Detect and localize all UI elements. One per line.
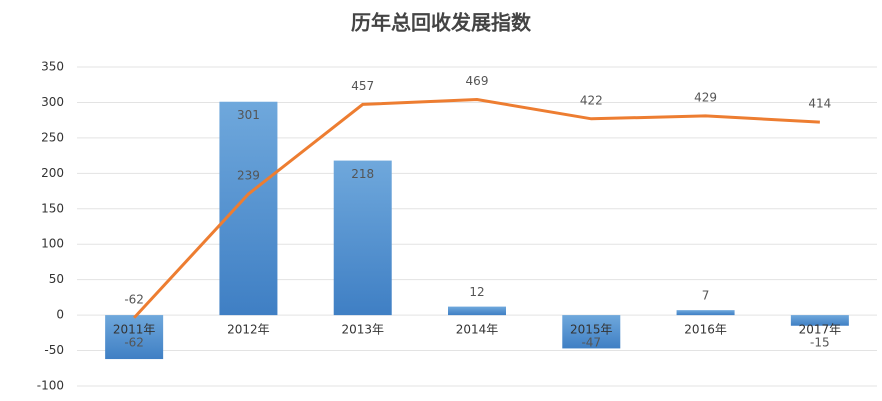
y-tick-label: 50 <box>49 272 64 286</box>
y-tick-label: 0 <box>56 308 64 322</box>
bar-value-label: 12 <box>469 285 484 299</box>
x-tick-label: 2013年 <box>341 323 384 337</box>
line-value-label: 414 <box>808 97 831 111</box>
y-tick-label: 150 <box>41 201 64 215</box>
x-tick-label: 2017年 <box>799 323 842 337</box>
line-value-label: 429 <box>694 90 717 104</box>
y-tick-label: 100 <box>41 237 64 251</box>
line <box>133 97 820 319</box>
bar <box>333 160 392 316</box>
x-tick-label: 2016年 <box>684 323 727 337</box>
bar-value-label: 301 <box>237 108 260 122</box>
x-tick-label: 2012年 <box>227 323 270 337</box>
bar <box>790 315 849 326</box>
bar <box>562 315 621 349</box>
bar <box>219 101 278 316</box>
x-tick-label: 2011年 <box>113 323 156 337</box>
y-tick-label: 250 <box>41 130 64 144</box>
y-tick-label: -100 <box>37 379 64 393</box>
y-tick-label: -50 <box>44 343 64 357</box>
bar <box>448 306 506 316</box>
y-tick-label: 300 <box>41 95 64 109</box>
line-value-label: -62 <box>124 292 144 306</box>
line-value-label: 469 <box>466 74 489 88</box>
y-tick-label: 350 <box>41 60 64 74</box>
bar-value-label: -15 <box>810 336 830 350</box>
line-value-label: 457 <box>351 79 374 93</box>
x-tick-label: 2015年 <box>570 323 613 337</box>
line-value-label: 422 <box>580 93 603 107</box>
bar <box>676 310 735 316</box>
bar-value-label: 218 <box>351 167 374 181</box>
x-tick-label: 2014年 <box>456 323 499 337</box>
bar-value-label: -47 <box>581 336 601 350</box>
bar-value-label: -62 <box>124 336 144 350</box>
bar <box>105 315 164 360</box>
y-tick-label: 200 <box>41 166 64 180</box>
bar-value-label: 7 <box>702 289 710 303</box>
chart-title: 历年总回收发展指数 <box>351 11 532 35</box>
line-value-label: 239 <box>237 169 260 183</box>
